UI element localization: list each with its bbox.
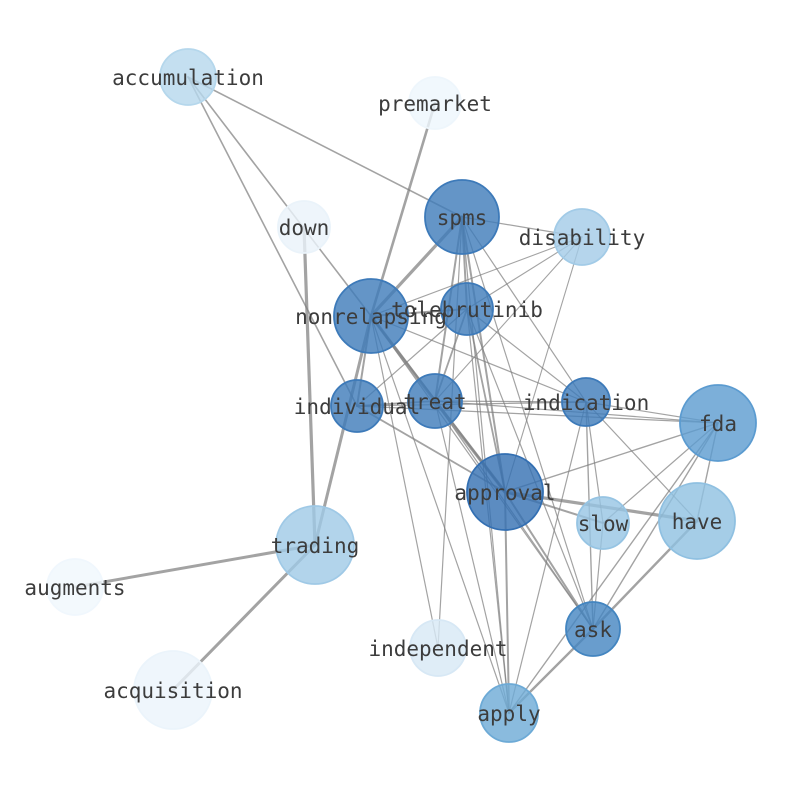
edge-nonrelapsing-apply bbox=[370, 315, 510, 714]
node-accumulation bbox=[159, 48, 217, 106]
node-tolebrutinib bbox=[440, 282, 494, 336]
node-label-ask: ask bbox=[574, 618, 612, 642]
node-label-acquisition: acquisition bbox=[103, 679, 242, 703]
edge-fda-apply bbox=[508, 422, 719, 714]
edge-disability-approval bbox=[504, 236, 583, 493]
node-label-augments: augments bbox=[24, 576, 125, 600]
node-label-down: down bbox=[279, 216, 330, 240]
node-label-tolebrutinib: tolebrutinib bbox=[391, 298, 543, 322]
node-treat bbox=[407, 373, 463, 429]
edge-nonrelapsing-indication bbox=[370, 315, 587, 403]
node-individual bbox=[330, 379, 384, 433]
node-label-have: have bbox=[672, 510, 723, 534]
node-trading bbox=[275, 505, 355, 585]
node-apply bbox=[479, 683, 539, 743]
node-premarket bbox=[408, 76, 462, 130]
node-fda bbox=[679, 384, 757, 462]
edge-down-trading bbox=[302, 225, 317, 547]
node-label-apply: apply bbox=[477, 702, 540, 726]
node-label-premarket: premarket bbox=[378, 92, 492, 116]
node-label-spms: spms bbox=[437, 206, 488, 230]
node-approval bbox=[466, 453, 544, 531]
node-nonrelapsing bbox=[333, 278, 409, 354]
node-label-nonrelapsing: nonrelapsing bbox=[295, 305, 447, 329]
node-slow bbox=[576, 496, 630, 550]
node-augments bbox=[46, 558, 104, 616]
node-label-accumulation: accumulation bbox=[112, 66, 264, 90]
edge-spms-ask bbox=[461, 216, 594, 630]
node-label-individual: individual bbox=[294, 395, 420, 419]
node-ask bbox=[565, 601, 621, 657]
node-acquisition bbox=[133, 650, 213, 730]
edge-accumulation-spms bbox=[187, 76, 463, 218]
labels-layer: accumulation premarket down spms disability n… bbox=[24, 66, 737, 726]
edge-nonrelapsing-independent bbox=[370, 315, 439, 649]
node-label-independent: independent bbox=[368, 637, 507, 661]
edge-accumulation-individual bbox=[187, 76, 358, 407]
nodes-layer bbox=[46, 48, 757, 743]
node-label-disability: disability bbox=[519, 226, 645, 250]
node-label-slow: slow bbox=[578, 512, 629, 536]
edge-trading-augments bbox=[73, 543, 317, 589]
node-spms bbox=[424, 179, 500, 255]
node-label-approval: approval bbox=[454, 481, 555, 505]
node-down bbox=[277, 200, 331, 254]
node-label-fda: fda bbox=[699, 412, 737, 436]
node-label-indication: indication bbox=[523, 391, 649, 415]
edge-fda-ask bbox=[592, 422, 719, 630]
node-disability bbox=[553, 208, 611, 266]
edge-accumulation-nonrelapsing bbox=[187, 76, 372, 317]
edge-treat-apply bbox=[434, 400, 510, 714]
node-label-trading: trading bbox=[271, 534, 360, 558]
edge-spms-approval bbox=[461, 216, 506, 493]
node-have bbox=[658, 482, 736, 560]
node-independent bbox=[409, 619, 467, 677]
node-label-treat: treat bbox=[403, 390, 466, 414]
edge-disability-treat bbox=[434, 236, 583, 402]
node-indication bbox=[561, 377, 611, 427]
